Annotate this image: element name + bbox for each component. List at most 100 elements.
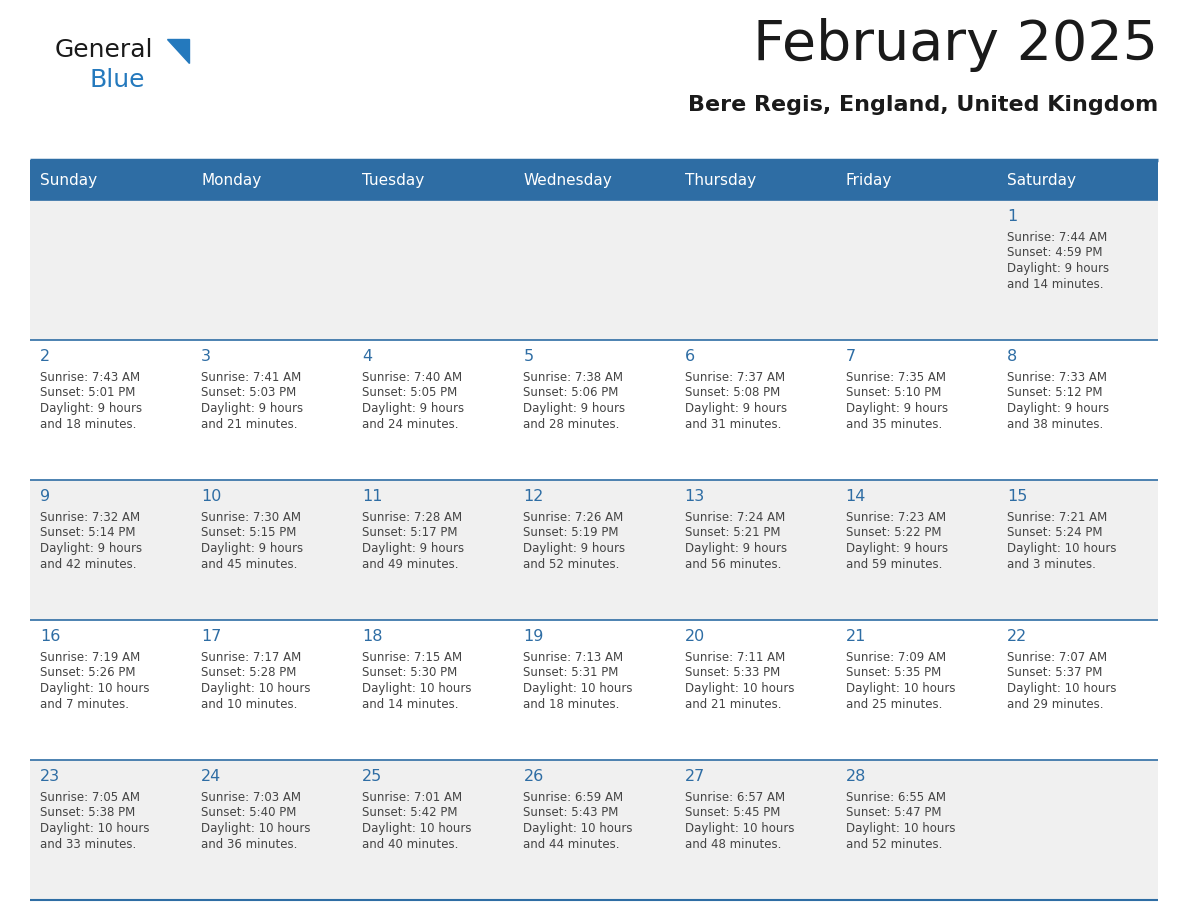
Text: and 31 minutes.: and 31 minutes. [684, 418, 781, 431]
Text: Daylight: 10 hours: Daylight: 10 hours [846, 822, 955, 835]
Text: and 35 minutes.: and 35 minutes. [846, 418, 942, 431]
Text: Daylight: 10 hours: Daylight: 10 hours [201, 822, 310, 835]
Text: Sunset: 5:33 PM: Sunset: 5:33 PM [684, 666, 779, 679]
Text: Sunset: 5:06 PM: Sunset: 5:06 PM [524, 386, 619, 399]
Text: Sunset: 5:42 PM: Sunset: 5:42 PM [362, 807, 457, 820]
Text: Daylight: 10 hours: Daylight: 10 hours [40, 682, 150, 695]
Text: Sunrise: 6:55 AM: Sunrise: 6:55 AM [846, 791, 946, 804]
Text: 23: 23 [40, 769, 61, 784]
Text: Daylight: 9 hours: Daylight: 9 hours [1007, 262, 1108, 275]
Text: Daylight: 9 hours: Daylight: 9 hours [201, 542, 303, 555]
Text: Sunset: 5:30 PM: Sunset: 5:30 PM [362, 666, 457, 679]
Text: 15: 15 [1007, 489, 1028, 504]
Text: 7: 7 [846, 349, 855, 364]
Text: 6: 6 [684, 349, 695, 364]
Polygon shape [168, 39, 189, 63]
Text: and 52 minutes.: and 52 minutes. [846, 837, 942, 850]
Text: 22: 22 [1007, 629, 1028, 644]
Text: and 59 minutes.: and 59 minutes. [846, 557, 942, 570]
Text: and 38 minutes.: and 38 minutes. [1007, 418, 1104, 431]
Text: Daylight: 10 hours: Daylight: 10 hours [684, 822, 794, 835]
Text: Friday: Friday [846, 173, 892, 187]
Text: 8: 8 [1007, 349, 1017, 364]
Text: and 14 minutes.: and 14 minutes. [362, 698, 459, 711]
Text: Sunset: 5:35 PM: Sunset: 5:35 PM [846, 666, 941, 679]
Text: Daylight: 9 hours: Daylight: 9 hours [684, 402, 786, 415]
Text: Daylight: 9 hours: Daylight: 9 hours [40, 542, 143, 555]
Text: Wednesday: Wednesday [524, 173, 612, 187]
Text: Sunset: 5:17 PM: Sunset: 5:17 PM [362, 527, 457, 540]
Text: Daylight: 10 hours: Daylight: 10 hours [1007, 542, 1117, 555]
Text: 28: 28 [846, 769, 866, 784]
Text: Blue: Blue [90, 68, 145, 92]
Text: Sunset: 5:45 PM: Sunset: 5:45 PM [684, 807, 781, 820]
Text: Sunrise: 6:57 AM: Sunrise: 6:57 AM [684, 791, 785, 804]
Bar [675, 160, 835, 200]
Text: Bere Regis, England, United Kingdom: Bere Regis, England, United Kingdom [688, 95, 1158, 115]
Text: Sunset: 5:21 PM: Sunset: 5:21 PM [684, 527, 781, 540]
Text: Thursday: Thursday [684, 173, 756, 187]
Text: 20: 20 [684, 629, 704, 644]
Bar [513, 160, 675, 200]
Bar [835, 160, 997, 200]
Text: Sunset: 5:19 PM: Sunset: 5:19 PM [524, 527, 619, 540]
Text: and 49 minutes.: and 49 minutes. [362, 557, 459, 570]
Text: Monday: Monday [201, 173, 261, 187]
Text: 13: 13 [684, 489, 704, 504]
Bar [30, 340, 1158, 480]
Text: Sunset: 5:26 PM: Sunset: 5:26 PM [40, 666, 135, 679]
Text: Sunrise: 7:38 AM: Sunrise: 7:38 AM [524, 371, 624, 384]
Text: Sunset: 5:22 PM: Sunset: 5:22 PM [846, 527, 941, 540]
Text: and 33 minutes.: and 33 minutes. [40, 837, 137, 850]
Text: Sunset: 5:12 PM: Sunset: 5:12 PM [1007, 386, 1102, 399]
Text: 11: 11 [362, 489, 383, 504]
Text: and 42 minutes.: and 42 minutes. [40, 557, 137, 570]
Text: and 18 minutes.: and 18 minutes. [524, 698, 620, 711]
Text: and 7 minutes.: and 7 minutes. [40, 698, 129, 711]
Text: and 45 minutes.: and 45 minutes. [201, 557, 297, 570]
Text: Sunrise: 7:19 AM: Sunrise: 7:19 AM [40, 651, 140, 664]
Bar [30, 200, 1158, 340]
Text: Sunrise: 7:05 AM: Sunrise: 7:05 AM [40, 791, 140, 804]
Text: Sunrise: 7:35 AM: Sunrise: 7:35 AM [846, 371, 946, 384]
Text: Sunrise: 7:13 AM: Sunrise: 7:13 AM [524, 651, 624, 664]
Text: 12: 12 [524, 489, 544, 504]
Text: Sunset: 5:31 PM: Sunset: 5:31 PM [524, 666, 619, 679]
Bar [353, 160, 513, 200]
Text: Sunrise: 7:41 AM: Sunrise: 7:41 AM [201, 371, 302, 384]
Text: Daylight: 10 hours: Daylight: 10 hours [201, 682, 310, 695]
Text: Sunset: 4:59 PM: Sunset: 4:59 PM [1007, 247, 1102, 260]
Text: and 48 minutes.: and 48 minutes. [684, 837, 781, 850]
Text: Sunrise: 7:30 AM: Sunrise: 7:30 AM [201, 511, 301, 524]
Text: Daylight: 9 hours: Daylight: 9 hours [524, 402, 626, 415]
Text: Daylight: 10 hours: Daylight: 10 hours [362, 682, 472, 695]
Text: Daylight: 9 hours: Daylight: 9 hours [1007, 402, 1108, 415]
Text: Sunrise: 7:44 AM: Sunrise: 7:44 AM [1007, 231, 1107, 244]
Text: February 2025: February 2025 [753, 18, 1158, 72]
Text: 16: 16 [40, 629, 61, 644]
Text: Sunset: 5:47 PM: Sunset: 5:47 PM [846, 807, 941, 820]
Text: Daylight: 10 hours: Daylight: 10 hours [846, 682, 955, 695]
Text: Sunset: 5:38 PM: Sunset: 5:38 PM [40, 807, 135, 820]
Text: and 52 minutes.: and 52 minutes. [524, 557, 620, 570]
Text: Daylight: 9 hours: Daylight: 9 hours [201, 402, 303, 415]
Text: and 28 minutes.: and 28 minutes. [524, 418, 620, 431]
Text: Sunrise: 7:40 AM: Sunrise: 7:40 AM [362, 371, 462, 384]
Text: Daylight: 10 hours: Daylight: 10 hours [524, 822, 633, 835]
Text: Sunrise: 7:24 AM: Sunrise: 7:24 AM [684, 511, 785, 524]
Text: Saturday: Saturday [1007, 173, 1076, 187]
Bar [30, 160, 191, 200]
Text: Daylight: 9 hours: Daylight: 9 hours [684, 542, 786, 555]
Text: 9: 9 [40, 489, 50, 504]
Text: Sunrise: 6:59 AM: Sunrise: 6:59 AM [524, 791, 624, 804]
Text: Sunrise: 7:07 AM: Sunrise: 7:07 AM [1007, 651, 1107, 664]
Text: and 21 minutes.: and 21 minutes. [684, 698, 781, 711]
Text: and 56 minutes.: and 56 minutes. [684, 557, 781, 570]
Text: Daylight: 9 hours: Daylight: 9 hours [40, 402, 143, 415]
Text: 3: 3 [201, 349, 211, 364]
Text: 21: 21 [846, 629, 866, 644]
Text: Sunset: 5:40 PM: Sunset: 5:40 PM [201, 807, 297, 820]
Text: Sunrise: 7:32 AM: Sunrise: 7:32 AM [40, 511, 140, 524]
Text: Sunset: 5:10 PM: Sunset: 5:10 PM [846, 386, 941, 399]
Text: and 18 minutes.: and 18 minutes. [40, 418, 137, 431]
